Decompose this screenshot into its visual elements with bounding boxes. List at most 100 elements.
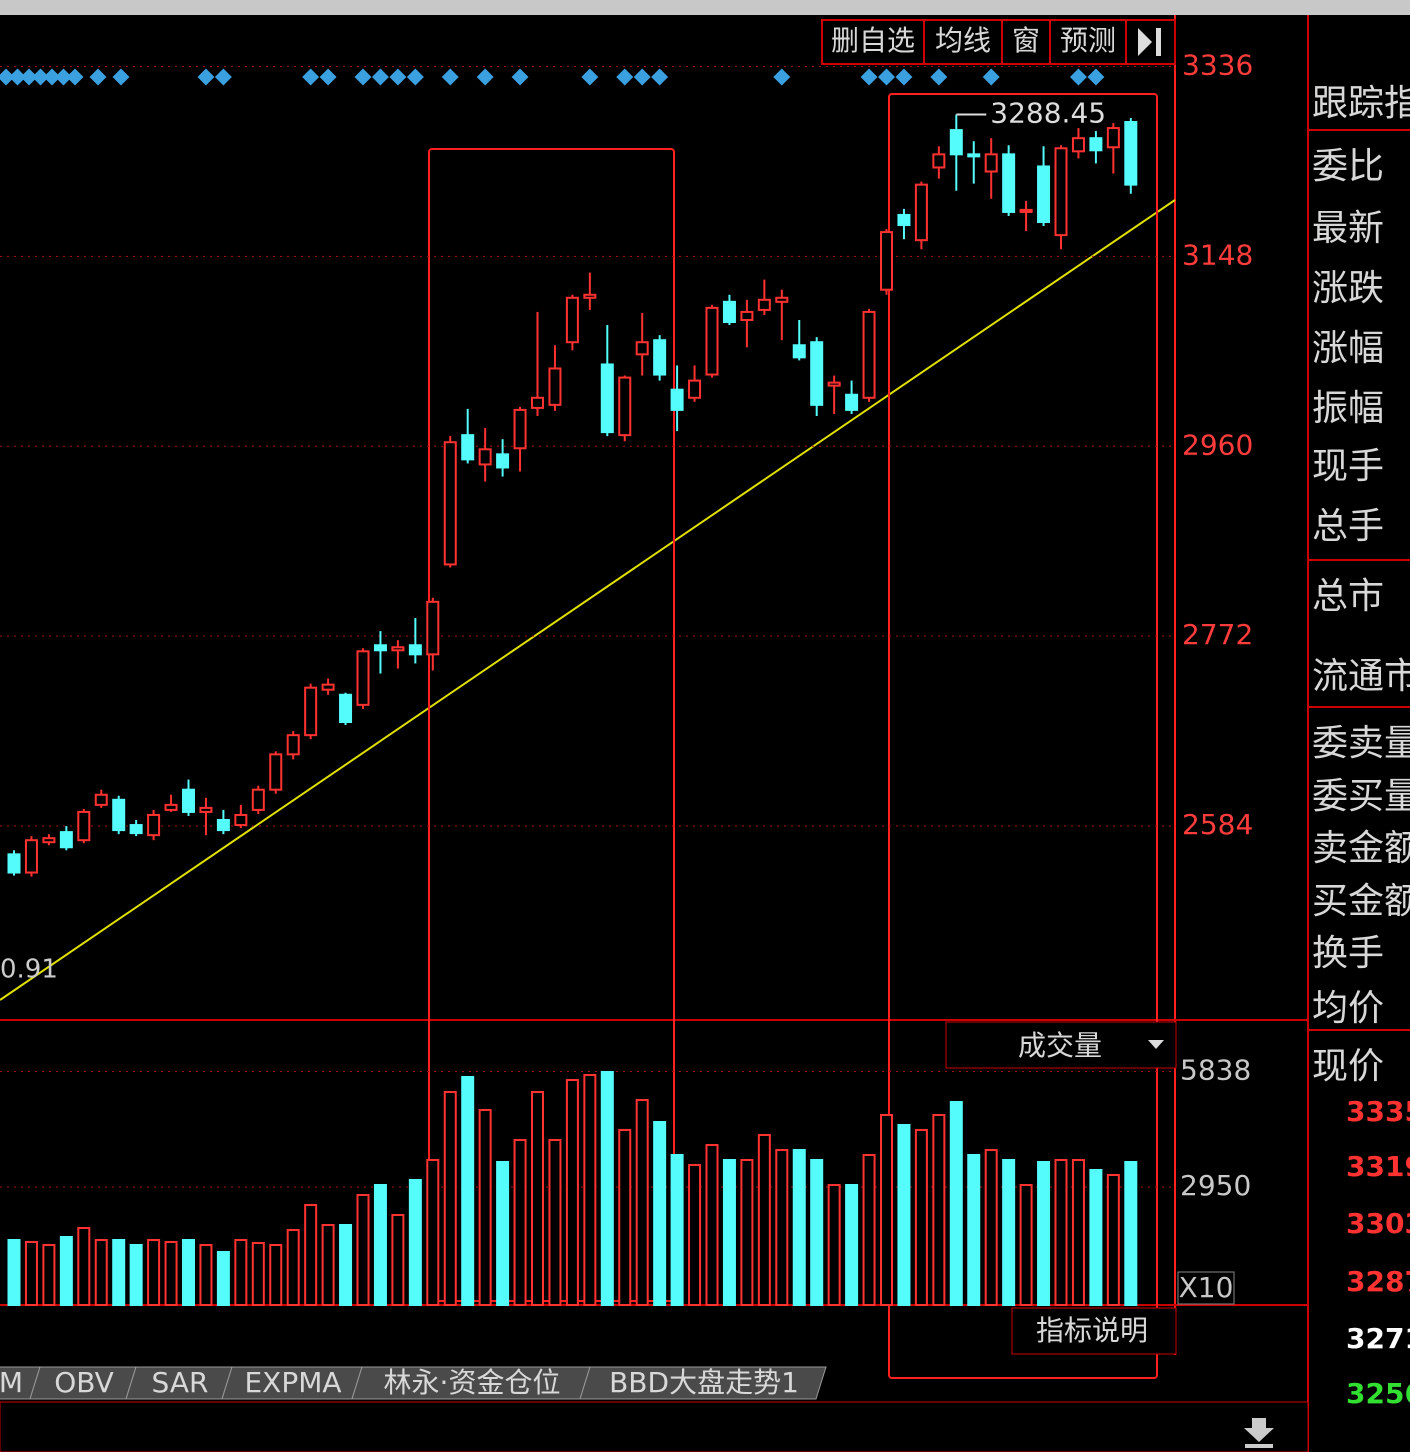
tab[interactable]	[579, 1366, 827, 1400]
side-label: 卖金额	[1312, 828, 1410, 869]
candle-body	[1002, 153, 1016, 213]
side-label: 涨幅	[1312, 328, 1384, 369]
candle-body	[792, 344, 806, 359]
low-annotation: 0.91	[0, 955, 58, 985]
side-label: 换手	[1312, 933, 1384, 974]
toolbar-label[interactable]: 删自选	[831, 24, 915, 57]
download-icon-base	[1245, 1444, 1273, 1448]
volume-bar	[949, 1101, 963, 1306]
volume-bar	[1124, 1161, 1138, 1306]
tab-label[interactable]: OBV	[54, 1366, 114, 1399]
volume-bar	[1071, 1159, 1085, 1306]
tab-label[interactable]: M	[0, 1366, 23, 1399]
candle-body	[600, 363, 614, 434]
side-price: 3319	[1346, 1150, 1410, 1183]
side-label: 委买量	[1312, 776, 1410, 817]
signal-marker	[406, 68, 424, 86]
volume-bar	[443, 1091, 457, 1306]
candle-body	[548, 367, 562, 406]
candle-body	[94, 793, 108, 806]
volume-bar	[583, 1074, 597, 1306]
volume-bar	[722, 1159, 736, 1306]
side-label: 委比	[1312, 146, 1384, 187]
volume-label: 成交量	[1018, 1029, 1102, 1062]
volume-bar	[199, 1244, 213, 1306]
signal-marker	[633, 68, 651, 86]
candle-body	[339, 693, 353, 724]
side-label: 涨跌	[1312, 268, 1384, 309]
volume-bar	[1019, 1184, 1033, 1306]
volume-bar	[42, 1244, 56, 1306]
signal-marker	[112, 68, 130, 86]
help-button[interactable]	[1011, 1307, 1177, 1355]
highlight-box	[888, 93, 1158, 1379]
candle-body	[740, 310, 754, 321]
signal-marker	[389, 68, 407, 86]
signal-marker	[302, 68, 320, 86]
download-icon[interactable]	[1244, 1418, 1274, 1442]
signal-marker	[982, 68, 1000, 86]
volume-bar	[147, 1239, 161, 1306]
volume-bar	[304, 1204, 318, 1306]
tab-label[interactable]: BBD大盘走势1	[609, 1366, 799, 1399]
candle-body	[531, 396, 544, 409]
candle-body	[1054, 147, 1068, 237]
volume-bar	[740, 1159, 754, 1306]
volume-bar	[880, 1114, 893, 1306]
candle-body	[880, 231, 893, 291]
tab-label[interactable]: 林永·资金仓位	[384, 1366, 561, 1399]
volume-bar	[94, 1239, 108, 1306]
volume-bar	[565, 1079, 579, 1306]
toolbar-label[interactable]: 窗	[1012, 24, 1040, 57]
volume-bar	[618, 1129, 632, 1306]
volume-bar	[757, 1134, 771, 1306]
volume-bar	[827, 1184, 841, 1306]
volume-bar	[932, 1114, 946, 1306]
candle-body	[897, 213, 911, 227]
side-label: 委卖量	[1312, 723, 1410, 764]
volume-bar	[914, 1129, 928, 1306]
y2-tick-label: 2950	[1180, 1169, 1251, 1202]
candle-body	[164, 803, 178, 811]
signal-marker	[66, 68, 84, 86]
volume-bar	[391, 1214, 405, 1306]
help-label[interactable]: 指标说明	[1036, 1314, 1148, 1347]
signal-marker	[511, 68, 529, 86]
signal-marker	[354, 68, 372, 86]
volume-bar	[862, 1154, 876, 1306]
candle-body	[653, 339, 667, 376]
volume-bar	[182, 1239, 195, 1306]
toolbar-label[interactable]: 均线	[935, 24, 991, 57]
dropdown-icon[interactable]	[1148, 1040, 1164, 1049]
signal-marker	[441, 68, 459, 86]
volume-bar	[792, 1149, 806, 1306]
toolbar-label[interactable]: 预测	[1060, 24, 1116, 57]
side-label: 振幅	[1312, 388, 1384, 429]
signal-marker	[616, 68, 634, 86]
side-price: 3287	[1346, 1265, 1410, 1298]
max-annotation: 3288.45	[990, 96, 1106, 129]
toolbar-button[interactable]	[923, 19, 1003, 65]
candle-body	[1019, 208, 1033, 213]
candle-body	[426, 600, 440, 656]
volume-bar	[339, 1224, 353, 1306]
tab-label[interactable]: EXPMA	[244, 1366, 341, 1399]
volume-bar	[59, 1236, 73, 1306]
candle-body	[949, 129, 963, 156]
candle-body	[356, 650, 370, 706]
volume-bar	[1106, 1174, 1120, 1306]
tab-label[interactable]: SAR	[152, 1366, 209, 1399]
side-label: 均价	[1312, 988, 1384, 1029]
collapse-icon[interactable]	[1138, 28, 1161, 56]
candle-body	[932, 153, 946, 169]
signal-marker	[319, 68, 337, 86]
volume-bar	[513, 1139, 527, 1306]
candle-body	[984, 153, 998, 173]
side-label: 流通市	[1312, 656, 1410, 697]
candle-body	[862, 310, 876, 399]
side-label: 最新	[1312, 208, 1384, 249]
toolbar-button[interactable]	[1001, 19, 1051, 65]
volume-bar	[478, 1109, 492, 1306]
